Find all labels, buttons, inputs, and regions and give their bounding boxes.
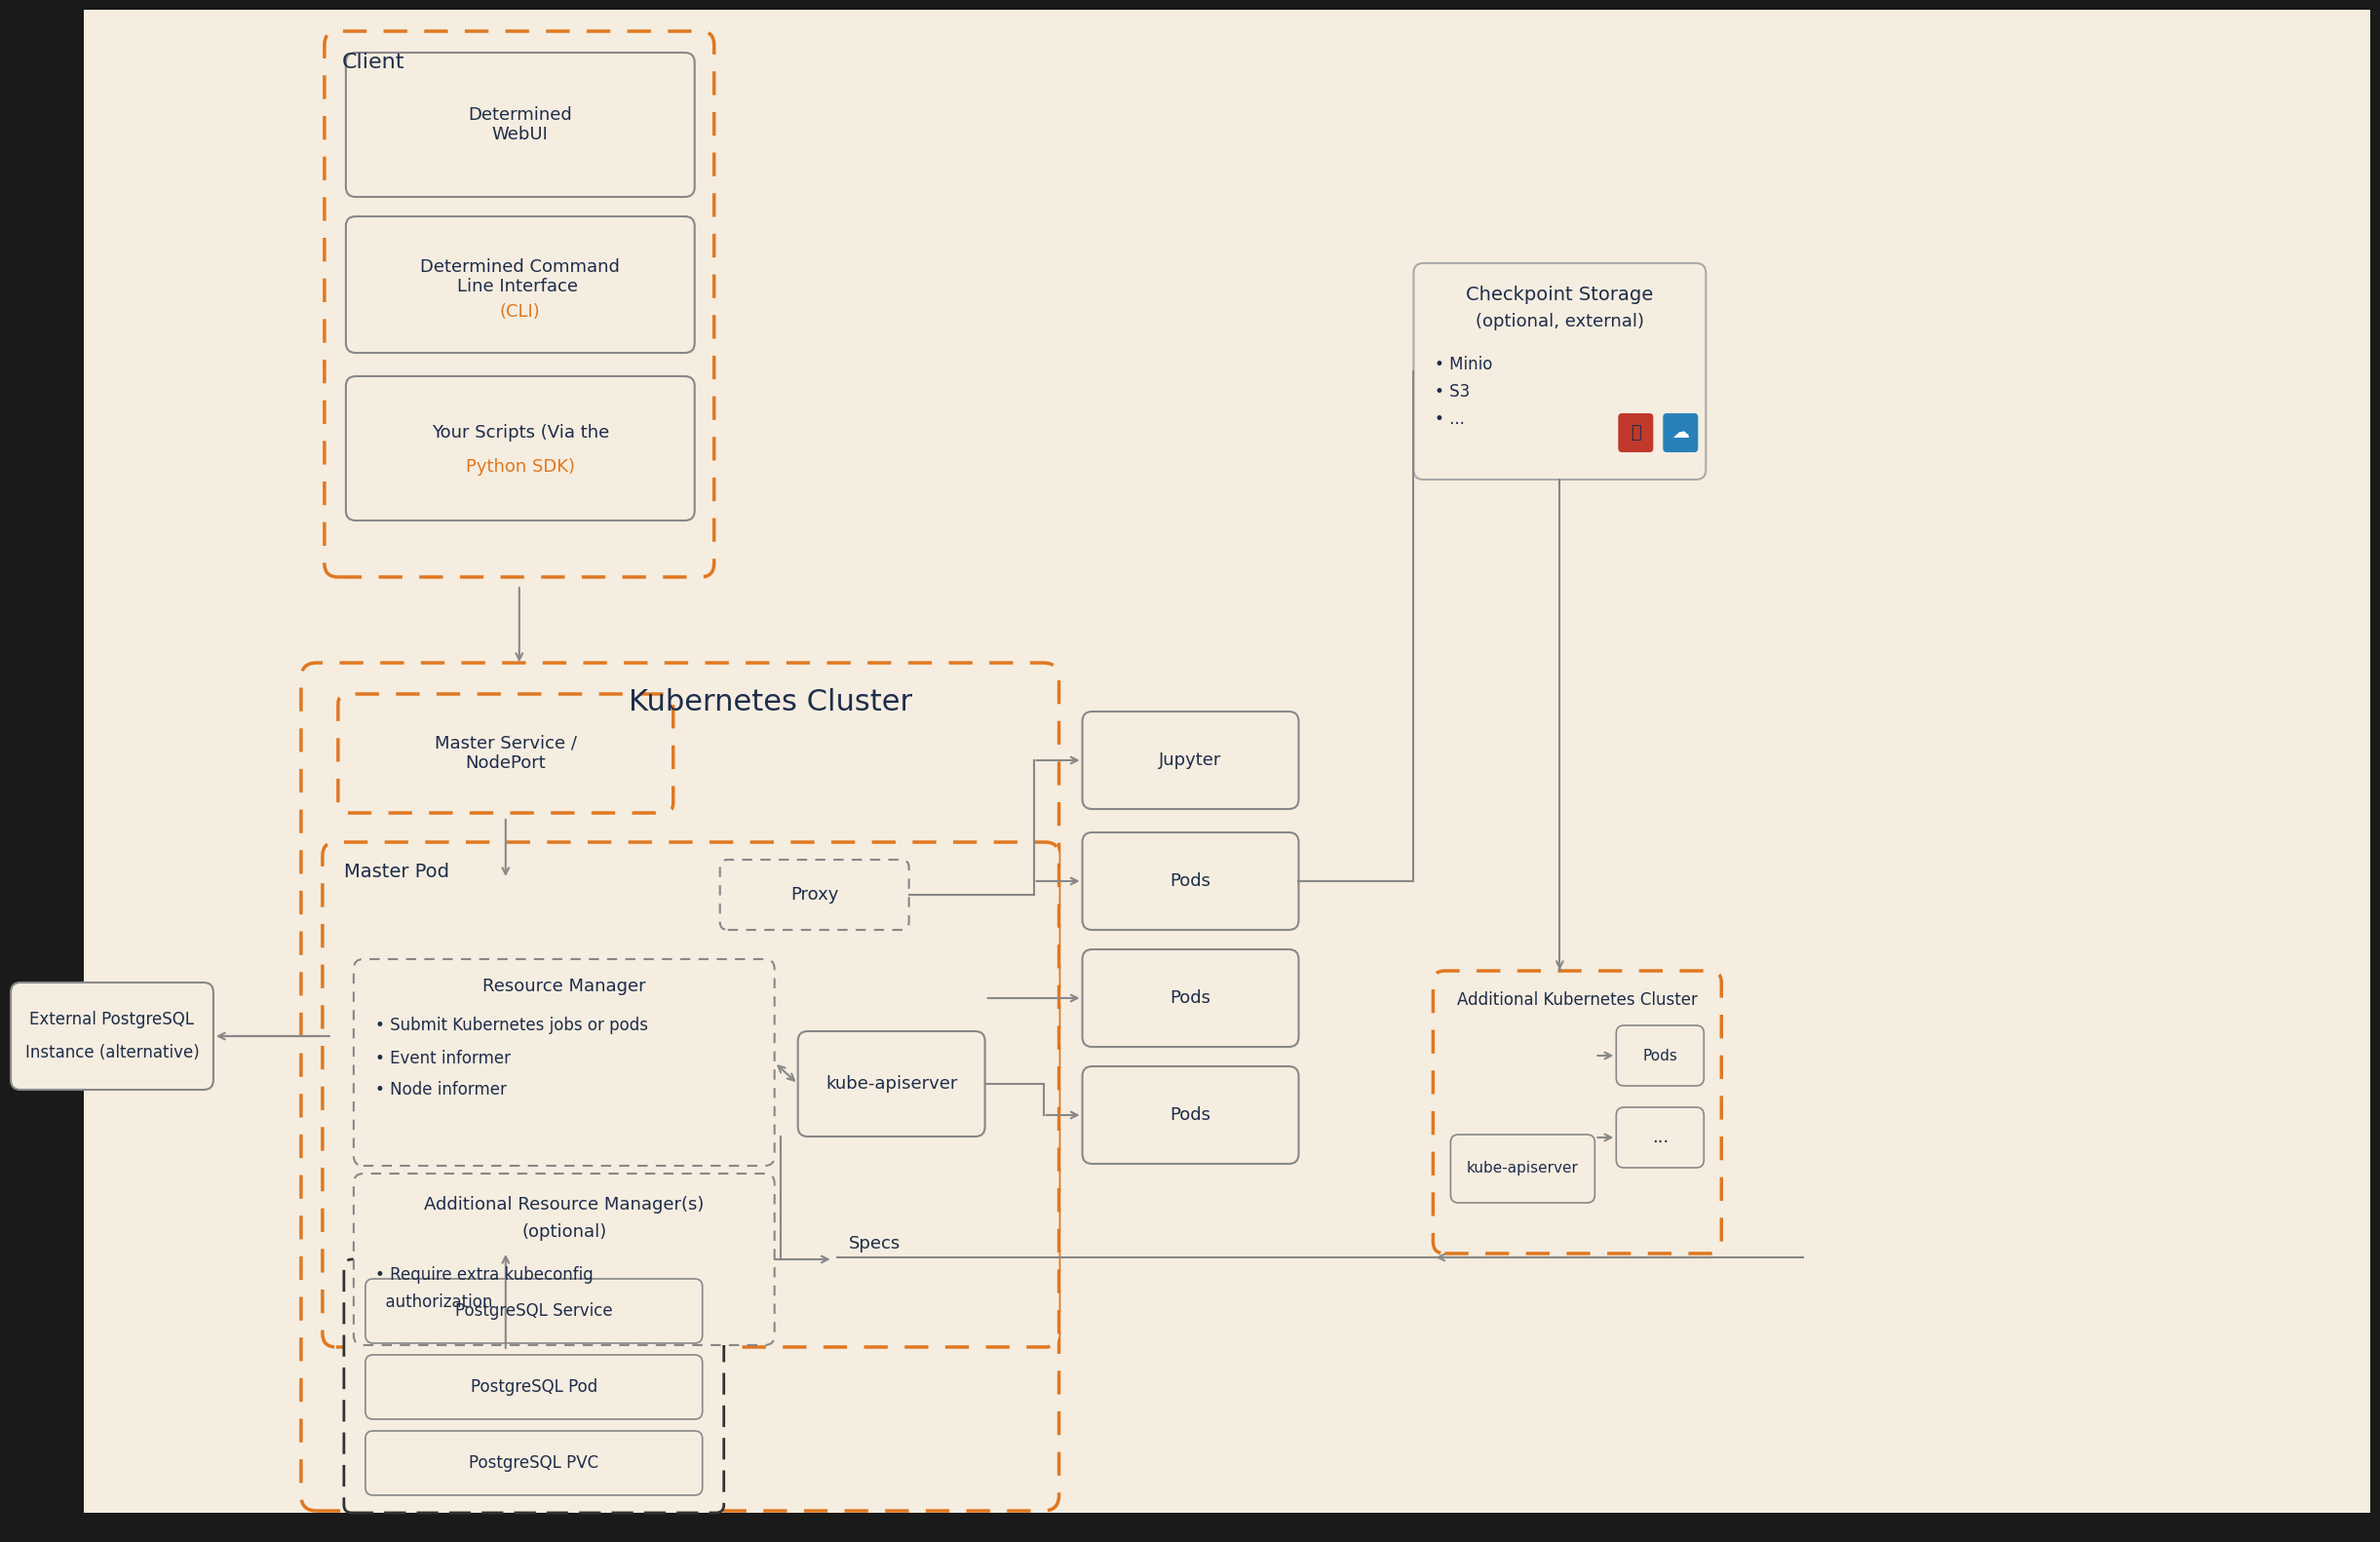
FancyBboxPatch shape <box>1414 264 1706 480</box>
Text: authorization: authorization <box>376 1294 493 1311</box>
FancyBboxPatch shape <box>797 1032 985 1136</box>
FancyBboxPatch shape <box>1618 413 1654 452</box>
Text: Your Scripts (Via the: Your Scripts (Via the <box>431 424 609 441</box>
Text: ☁: ☁ <box>1671 424 1690 441</box>
FancyBboxPatch shape <box>1664 413 1697 452</box>
FancyBboxPatch shape <box>1083 950 1299 1047</box>
FancyBboxPatch shape <box>1433 971 1721 1254</box>
FancyBboxPatch shape <box>300 663 1059 1511</box>
FancyBboxPatch shape <box>1616 1107 1704 1167</box>
Text: Master Pod: Master Pod <box>345 862 450 880</box>
Text: Jupyter: Jupyter <box>1159 751 1221 769</box>
Text: Client: Client <box>343 52 405 72</box>
Text: • S3: • S3 <box>1435 382 1471 401</box>
FancyBboxPatch shape <box>1616 1025 1704 1086</box>
Text: Kubernetes Cluster: Kubernetes Cluster <box>628 688 914 715</box>
Text: PostgreSQL Service: PostgreSQL Service <box>455 1303 612 1320</box>
Text: • Event informer: • Event informer <box>376 1050 512 1067</box>
Text: ...: ... <box>1652 1129 1668 1146</box>
FancyBboxPatch shape <box>345 376 695 521</box>
FancyBboxPatch shape <box>1083 833 1299 930</box>
FancyBboxPatch shape <box>321 842 1059 1348</box>
Text: • Minio: • Minio <box>1435 356 1492 373</box>
Text: Determined
WebUI: Determined WebUI <box>469 106 571 143</box>
FancyBboxPatch shape <box>12 982 214 1090</box>
FancyBboxPatch shape <box>367 1355 702 1419</box>
Text: Checkpoint Storage: Checkpoint Storage <box>1466 285 1654 304</box>
Text: kube-apiserver: kube-apiserver <box>1466 1161 1578 1177</box>
FancyBboxPatch shape <box>1083 1067 1299 1164</box>
FancyBboxPatch shape <box>345 1260 724 1513</box>
Text: Pods: Pods <box>1642 1049 1678 1062</box>
Text: kube-apiserver: kube-apiserver <box>826 1075 957 1093</box>
FancyBboxPatch shape <box>721 860 909 930</box>
Text: Pods: Pods <box>1171 873 1211 890</box>
FancyBboxPatch shape <box>355 1173 774 1345</box>
FancyBboxPatch shape <box>324 31 714 577</box>
Text: Pods: Pods <box>1171 990 1211 1007</box>
Text: Resource Manager: Resource Manager <box>483 978 645 995</box>
Text: (CLI): (CLI) <box>500 304 540 321</box>
Text: External PostgreSQL: External PostgreSQL <box>29 1010 195 1029</box>
Text: • ...: • ... <box>1435 410 1466 427</box>
Text: • Submit Kubernetes jobs or pods: • Submit Kubernetes jobs or pods <box>376 1016 647 1035</box>
FancyBboxPatch shape <box>1452 1135 1595 1203</box>
Text: Instance (alternative): Instance (alternative) <box>24 1044 200 1061</box>
Text: Specs: Specs <box>850 1235 900 1252</box>
FancyBboxPatch shape <box>1083 711 1299 810</box>
FancyBboxPatch shape <box>367 1431 702 1496</box>
FancyBboxPatch shape <box>345 52 695 197</box>
Text: (optional): (optional) <box>521 1223 607 1241</box>
Text: Additional Kubernetes Cluster: Additional Kubernetes Cluster <box>1457 992 1697 1008</box>
Text: 🔥: 🔥 <box>1630 424 1640 441</box>
FancyBboxPatch shape <box>355 959 774 1166</box>
Text: PostgreSQL PVC: PostgreSQL PVC <box>469 1454 600 1471</box>
FancyBboxPatch shape <box>367 1278 702 1343</box>
FancyBboxPatch shape <box>83 9 2370 1513</box>
Text: Determined Command
Line Interface: Determined Command Line Interface <box>421 258 621 296</box>
FancyBboxPatch shape <box>338 694 674 813</box>
Text: • Node informer: • Node informer <box>376 1081 507 1098</box>
Text: (optional, external): (optional, external) <box>1476 313 1645 330</box>
FancyBboxPatch shape <box>345 216 695 353</box>
Text: • Require extra kubeconfig: • Require extra kubeconfig <box>376 1266 593 1283</box>
Text: Master Service /
NodePort: Master Service / NodePort <box>436 734 576 773</box>
Text: Additional Resource Manager(s): Additional Resource Manager(s) <box>424 1197 704 1214</box>
Text: Pods: Pods <box>1171 1106 1211 1124</box>
Text: Proxy: Proxy <box>790 887 838 904</box>
Text: PostgreSQL Pod: PostgreSQL Pod <box>471 1379 597 1396</box>
Text: Python SDK): Python SDK) <box>466 458 576 475</box>
